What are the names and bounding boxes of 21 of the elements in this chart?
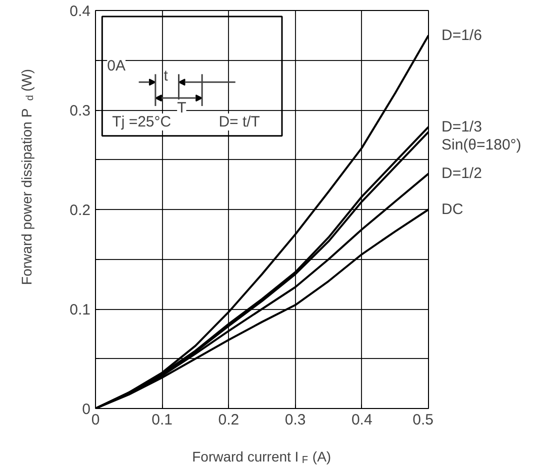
y-tick-label: 0 xyxy=(82,401,90,418)
series-label: D=1/3 xyxy=(442,118,482,136)
y-axis-title: Forward power dissipation Pd (W) xyxy=(18,68,36,285)
annotation: Tj =25°C xyxy=(112,113,172,130)
series-label: D=1/6 xyxy=(442,26,482,44)
x-tick-label: 0.3 xyxy=(284,412,306,428)
series-label: Sin(θ=180°) xyxy=(442,136,522,154)
annotation: 0A xyxy=(107,58,126,75)
y-tick-label: 0.3 xyxy=(70,102,91,120)
annotation: t xyxy=(164,68,169,85)
y-tick-label: 0.4 xyxy=(70,3,91,20)
y-tick-label: 0.1 xyxy=(70,302,91,318)
x-tick-label: 0.2 xyxy=(218,412,240,428)
x-tick-label: 0.1 xyxy=(152,412,173,428)
y-tick-label: 0.2 xyxy=(70,202,91,219)
annotation: D= t/T xyxy=(218,113,260,130)
series-label: D=1/2 xyxy=(442,165,482,182)
x-tick-label: 0.5 xyxy=(412,412,434,428)
series-label: DC xyxy=(442,201,464,218)
annotation: T xyxy=(177,100,186,117)
x-tick-label: 0.4 xyxy=(351,412,372,428)
